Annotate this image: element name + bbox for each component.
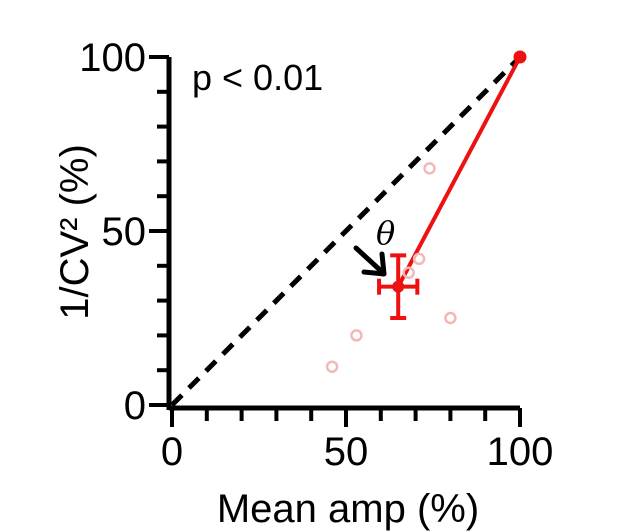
reference-point	[513, 50, 527, 64]
lines	[170, 55, 522, 407]
individual-point	[325, 360, 339, 373]
x-tick-label: 50	[324, 430, 369, 474]
y-tick-label: 50	[102, 210, 147, 254]
labels: p < 0.01 θ Mean amp (%) 1/CV² (%)	[53, 57, 479, 531]
y-axis-title: 1/CV² (%)	[53, 144, 97, 320]
theta-label: θ	[376, 214, 395, 252]
individual-point	[402, 266, 415, 280]
individual-point	[423, 162, 436, 175]
identity-line	[170, 55, 522, 407]
y-tick-label: 0	[124, 384, 146, 428]
theta-arrow	[353, 245, 387, 277]
x-tick-label: 100	[487, 430, 554, 474]
y-tick-label: 100	[79, 36, 146, 80]
points	[325, 50, 527, 373]
trend-line	[396, 56, 522, 288]
individual-point	[412, 252, 426, 266]
theta-arrow-shaft	[353, 245, 383, 273]
x-tick-label: 0	[161, 430, 183, 474]
theta-arrow-head	[361, 251, 387, 277]
p-value-annotation: p < 0.01	[192, 57, 323, 98]
tick-labels: 0 50 100 0 50 100	[79, 36, 553, 474]
tick-marks	[149, 55, 522, 427]
x-axis-title: Mean amp (%)	[217, 487, 479, 531]
mean-point	[392, 280, 405, 293]
individual-point	[350, 329, 363, 342]
individual-point	[444, 311, 457, 325]
